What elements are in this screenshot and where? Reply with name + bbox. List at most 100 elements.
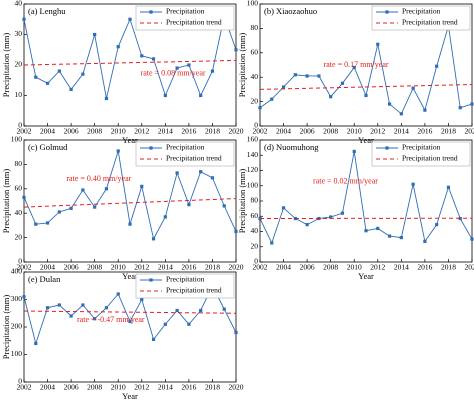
x-tick-label: 2010: [111, 263, 126, 272]
x-tick-label: 2016: [181, 127, 196, 136]
y-tick-label: 0: [254, 121, 258, 130]
data-line: [259, 25, 473, 115]
data-point: [104, 187, 109, 191]
x-tick-label: 2016: [181, 263, 196, 272]
annotation: rate = 0.08 mm/year: [141, 68, 206, 77]
data-point: [69, 87, 73, 91]
data-point: [364, 229, 368, 233]
data-point: [210, 176, 215, 180]
data-point: [128, 319, 132, 324]
x-tick-label: 2004: [276, 127, 291, 136]
legend-label: Precipitation: [166, 7, 205, 16]
x-tick-label: 2006: [64, 383, 79, 392]
y-tick-label: 60: [15, 184, 23, 193]
legend-label: Precipitation trend: [166, 286, 222, 295]
y-tick-label: 0: [18, 121, 22, 130]
legend-box: [135, 141, 235, 167]
data-point: [411, 86, 415, 90]
panel-title: (b) Xiaozaohuo: [264, 6, 317, 16]
data-point: [423, 239, 427, 244]
y-tick-label: 10: [15, 90, 23, 99]
data-point: [270, 97, 274, 101]
x-tick-label: 2010: [347, 127, 362, 136]
data-point: [81, 72, 85, 76]
x-tick-label: 2012: [134, 127, 149, 136]
x-tick-label: 2014: [394, 263, 409, 272]
data-point: [281, 85, 286, 89]
data-point: [116, 292, 120, 296]
data-point: [140, 297, 144, 302]
data-point: [22, 17, 26, 21]
data-point: [387, 102, 392, 106]
plot-frame: [259, 3, 473, 127]
x-tick-label: 2006: [64, 263, 79, 272]
plot-frame: [23, 139, 237, 263]
data-point: [57, 69, 61, 73]
y-tick-label: 140: [247, 150, 259, 159]
data-point: [199, 308, 203, 313]
data-point: [187, 322, 191, 326]
data-point: [34, 75, 38, 79]
x-tick-label: 2018: [205, 263, 220, 272]
data-point: [128, 17, 132, 21]
data-point: [163, 93, 167, 98]
y-axis-label: Precipitation (mm): [237, 33, 247, 98]
y-tick-label: 30: [15, 29, 23, 38]
x-tick-label: 2010: [111, 383, 126, 392]
x-tick-label: 2016: [417, 263, 432, 272]
y-tick-label: 80: [15, 159, 23, 168]
data-point: [34, 341, 38, 346]
legend-box: [135, 273, 235, 299]
y-tick-label: 60: [251, 211, 259, 220]
x-tick-label: 2002: [253, 127, 268, 136]
x-tick-label: 2018: [205, 383, 220, 392]
data-point: [222, 204, 226, 208]
x-tick-label: 2018: [205, 127, 220, 136]
data-point: [352, 149, 356, 154]
legend-marker: [385, 146, 389, 150]
y-tick-label: 300: [11, 294, 23, 303]
x-tick-label: 2008: [323, 263, 338, 272]
x-tick-label: 2008: [87, 383, 102, 392]
data-point: [104, 96, 109, 101]
x-tick-label: 2006: [64, 127, 79, 136]
annotation: rate = 0.02 mm/year: [313, 176, 378, 185]
y-tick-label: 0: [254, 257, 258, 266]
x-tick-label: 2002: [17, 383, 32, 392]
y-tick-label: 40: [15, 0, 23, 8]
data-point: [293, 73, 297, 77]
y-axis-label: Precipitation (mm): [1, 169, 11, 234]
legend-marker: [149, 10, 153, 14]
x-tick-label: 2018: [441, 127, 456, 136]
data-point: [45, 221, 50, 225]
y-tick-label: 400: [11, 267, 23, 276]
data-point: [93, 317, 97, 321]
data-point: [104, 306, 109, 310]
data-point: [329, 215, 333, 219]
legend-label: Precipitation trend: [402, 18, 458, 27]
data-point: [446, 185, 451, 189]
data-point: [22, 195, 26, 199]
x-tick-label: 2018: [441, 263, 456, 272]
data-point: [258, 106, 262, 110]
data-point: [281, 206, 286, 210]
x-tick-label: 2004: [40, 383, 55, 392]
trend-line: [23, 59, 237, 66]
data-point: [222, 307, 226, 311]
data-point: [470, 237, 474, 241]
y-axis-label: Precipitation (mm): [1, 295, 11, 360]
data-point: [45, 306, 50, 310]
y-tick-label: 60: [251, 48, 259, 57]
data-point: [93, 205, 97, 209]
y-tick-label: 200: [11, 322, 23, 331]
data-point: [352, 65, 356, 70]
x-tick-label: 2002: [17, 263, 32, 272]
data-point: [151, 57, 156, 61]
data-point: [234, 48, 238, 52]
legend-label: Precipitation: [402, 7, 441, 16]
data-point: [458, 106, 462, 110]
legend-box: [371, 141, 471, 167]
data-point: [140, 54, 144, 58]
legend-label: Precipitation trend: [166, 18, 222, 27]
